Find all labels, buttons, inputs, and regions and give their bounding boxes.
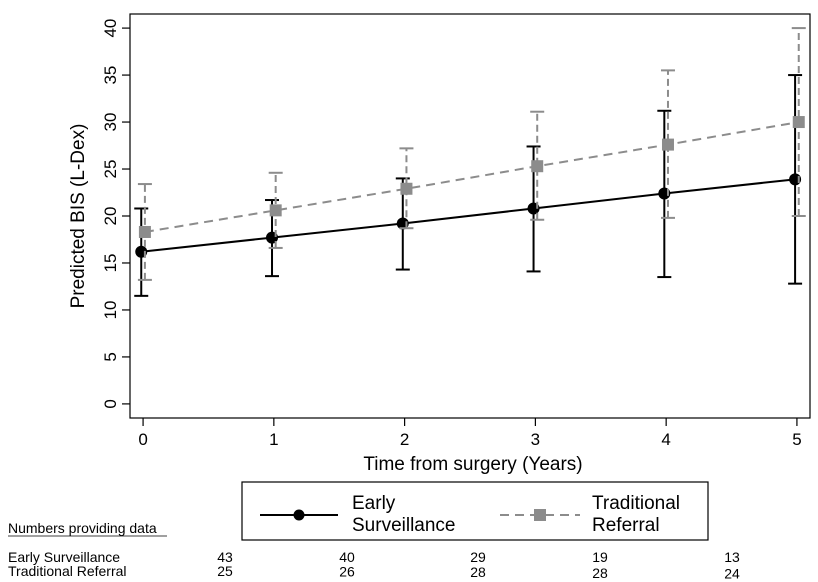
data-point xyxy=(269,204,282,217)
numbers-cell: 26 xyxy=(339,564,355,580)
data-point xyxy=(400,182,413,195)
x-axis: 0 1 2 3 4 5 xyxy=(138,418,802,449)
numbers-cell: 28 xyxy=(470,564,486,580)
numbers-cell: 25 xyxy=(217,563,233,579)
numbers-cell: 29 xyxy=(470,549,486,565)
numbers-cell: 40 xyxy=(339,549,355,565)
numbers-cell: 24 xyxy=(724,565,740,581)
legend-box xyxy=(241,481,709,541)
legend-label-traditional-referral-line1: Traditional xyxy=(592,493,680,514)
data-point xyxy=(531,160,544,173)
x-axis-title: Time from surgery (Years) xyxy=(363,454,582,475)
x-tick-label: 2 xyxy=(400,430,409,449)
y-tick-label: 20 xyxy=(101,207,120,226)
y-tick-label: 15 xyxy=(101,254,120,273)
series-0 xyxy=(134,74,803,297)
legend-marker-early-surveillance xyxy=(293,509,305,521)
numbers-row-label: Early Surveillance xyxy=(8,549,120,565)
y-tick-label: 0 xyxy=(101,399,120,408)
data-point xyxy=(138,225,151,238)
series-group xyxy=(134,27,806,297)
y-axis: 0 5 10 15 20 25 30 35 40 xyxy=(101,19,130,409)
numbers-table-title: Numbers providing data xyxy=(8,520,157,536)
legend-label-early-surveillance-line1: Early xyxy=(352,493,396,514)
numbers-cell: 19 xyxy=(592,549,608,565)
numbers-cell: 43 xyxy=(217,549,233,565)
x-tick-label: 3 xyxy=(531,430,540,449)
x-tick-label: 5 xyxy=(792,430,801,449)
x-tick-label: 4 xyxy=(661,430,670,449)
legend: Early Surveillance Traditional Referral xyxy=(241,481,709,541)
numbers-table: Numbers providing data Early Surveillanc… xyxy=(8,520,740,581)
data-point xyxy=(792,116,805,129)
legend-label-traditional-referral-line2: Referral xyxy=(592,515,660,536)
series-1 xyxy=(137,27,806,281)
numbers-cell: 28 xyxy=(592,565,608,581)
y-tick-label: 25 xyxy=(101,160,120,179)
series-line xyxy=(144,121,799,233)
x-tick-label: 0 xyxy=(138,430,147,449)
y-tick-label: 35 xyxy=(101,66,120,85)
y-tick-label: 40 xyxy=(101,19,120,38)
numbers-cell: 13 xyxy=(724,549,740,565)
series-line xyxy=(141,178,796,253)
x-tick-label: 1 xyxy=(269,430,278,449)
data-point xyxy=(661,138,674,151)
numbers-row-label: Traditional Referral xyxy=(8,563,127,579)
legend-label-early-surveillance-line2: Surveillance xyxy=(352,515,456,536)
y-tick-label: 10 xyxy=(101,300,120,319)
legend-marker-traditional-referral xyxy=(534,509,546,521)
y-axis-title: Predicted BIS (L-Dex) xyxy=(68,124,89,309)
y-tick-label: 5 xyxy=(101,352,120,361)
y-tick-label: 30 xyxy=(101,113,120,132)
